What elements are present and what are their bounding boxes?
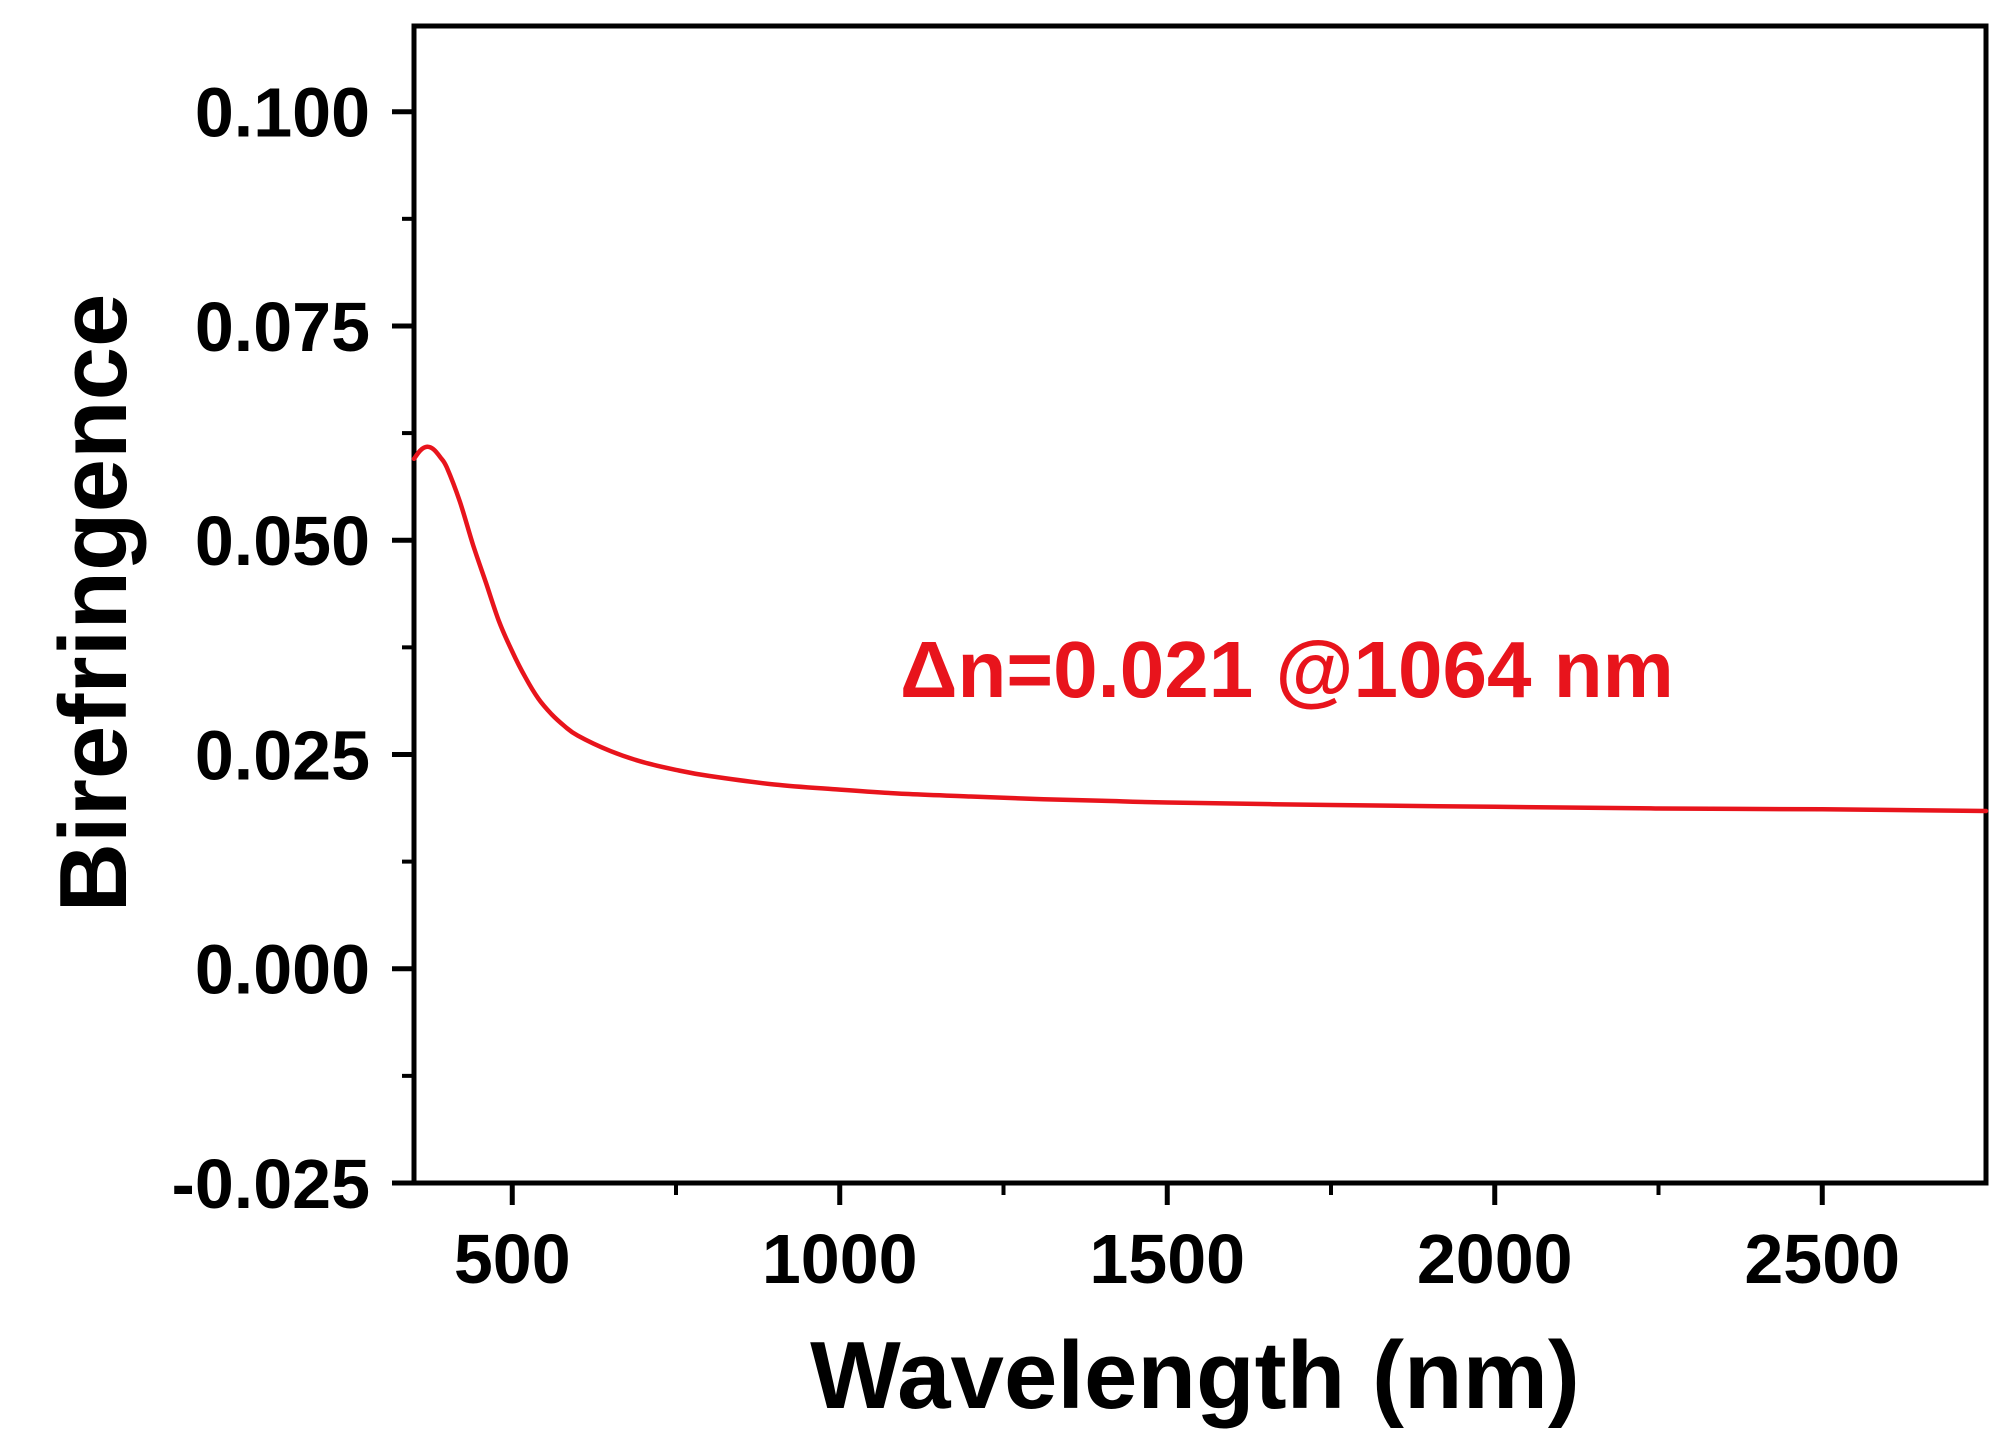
x-tick-label: 500 (454, 1220, 571, 1298)
y-tick-label: 0.050 (195, 502, 370, 580)
y-tick-label: 0.075 (195, 288, 370, 366)
y-axis-label: Birefringence (40, 294, 147, 913)
y-tick-label: 0.000 (195, 931, 370, 1009)
x-tick-label: 2500 (1744, 1220, 1900, 1298)
birefringence-line (411, 444, 1989, 814)
y-tick-label: 0.025 (195, 716, 370, 794)
plot-frame (411, 23, 1989, 1186)
x-tick-label: 2000 (1417, 1220, 1573, 1298)
y-tick-label: -0.025 (172, 1145, 370, 1223)
x-tick-label: 1500 (1089, 1220, 1245, 1298)
x-axis-label: Wavelength (nm) (810, 1322, 1580, 1429)
birefringence-annotation: Δn=0.021 @1064 nm (900, 625, 1674, 714)
y-tick-label: 0.100 (195, 74, 370, 152)
x-tick-label: 1000 (762, 1220, 918, 1298)
